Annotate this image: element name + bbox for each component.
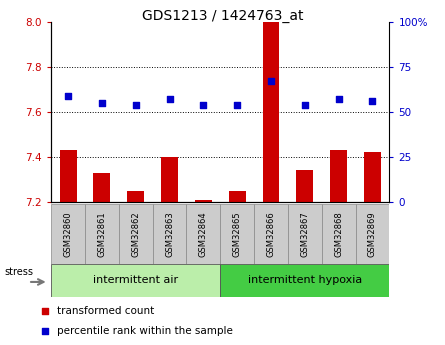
Bar xyxy=(322,204,356,264)
Point xyxy=(65,93,72,99)
Text: GSM32865: GSM32865 xyxy=(233,211,242,257)
Point xyxy=(132,103,139,108)
Bar xyxy=(254,204,288,264)
Bar xyxy=(364,152,381,202)
Bar xyxy=(296,170,313,202)
Text: GSM32861: GSM32861 xyxy=(97,211,106,257)
Text: GSM32864: GSM32864 xyxy=(199,211,208,257)
Text: GSM32868: GSM32868 xyxy=(334,211,343,257)
Bar xyxy=(229,191,246,202)
Text: GDS1213 / 1424763_at: GDS1213 / 1424763_at xyxy=(142,9,303,23)
Text: transformed count: transformed count xyxy=(57,306,154,315)
Text: stress: stress xyxy=(4,267,33,277)
Point xyxy=(42,328,49,334)
Text: GSM32867: GSM32867 xyxy=(300,211,309,257)
Bar xyxy=(161,157,178,202)
Bar xyxy=(153,204,186,264)
Text: GSM32869: GSM32869 xyxy=(368,211,377,257)
Bar xyxy=(186,204,220,264)
Point xyxy=(301,103,308,108)
Bar xyxy=(288,204,322,264)
Bar xyxy=(330,150,347,202)
Text: intermittent hypoxia: intermittent hypoxia xyxy=(248,275,362,285)
Bar xyxy=(195,200,212,202)
Text: intermittent air: intermittent air xyxy=(93,275,178,285)
Bar xyxy=(127,191,144,202)
Point xyxy=(200,103,207,108)
Point xyxy=(234,103,241,108)
Bar xyxy=(356,204,389,264)
Bar xyxy=(60,150,77,202)
Text: GSM32860: GSM32860 xyxy=(64,211,73,257)
Point xyxy=(267,78,275,83)
Bar xyxy=(51,204,85,264)
Bar xyxy=(93,173,110,202)
Point xyxy=(335,96,342,101)
Bar xyxy=(220,204,254,264)
Bar xyxy=(51,264,220,297)
Point xyxy=(369,98,376,104)
Bar xyxy=(220,264,389,297)
Point xyxy=(166,96,173,101)
Bar xyxy=(119,204,153,264)
Text: GSM32862: GSM32862 xyxy=(131,211,140,257)
Text: GSM32866: GSM32866 xyxy=(267,211,275,257)
Point xyxy=(98,100,105,106)
Text: GSM32863: GSM32863 xyxy=(165,211,174,257)
Bar xyxy=(85,204,119,264)
Point xyxy=(42,308,49,313)
Bar xyxy=(263,22,279,202)
Text: percentile rank within the sample: percentile rank within the sample xyxy=(57,326,233,336)
